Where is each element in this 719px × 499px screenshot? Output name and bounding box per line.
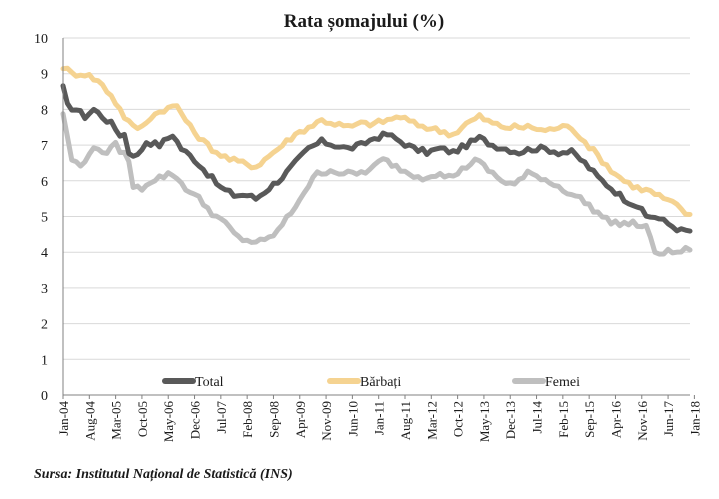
y-tick-label: 0	[41, 389, 48, 404]
y-tick-label: 3	[41, 282, 48, 297]
x-tick-label: Jan-04	[56, 401, 71, 436]
grid-lines	[63, 37, 690, 360]
x-tick-label: May-13	[477, 401, 492, 442]
x-tick-label: Apr-16	[608, 401, 623, 439]
x-tick-label: Feb-08	[240, 401, 255, 438]
x-tick-label: Sep-08	[266, 401, 281, 438]
y-tick-label: 2	[41, 318, 48, 333]
y-tick-label: 7	[41, 139, 48, 154]
x-tick-label: Jun-17	[661, 401, 676, 437]
x-tick-label: Dec-06	[188, 401, 203, 440]
x-tick-label: Nov-09	[319, 401, 334, 441]
x-tick-label: Aug-04	[82, 401, 97, 441]
x-tick-label: Oct-12	[451, 401, 466, 437]
x-tick-label: Jul-07	[214, 401, 229, 434]
series-line-femei	[60, 111, 693, 257]
chart-title: Rata șomajului (%)	[284, 11, 444, 32]
y-tick-label: 10	[34, 32, 48, 47]
axes	[62, 38, 690, 396]
legend-label: Total	[195, 375, 224, 390]
x-tick-label: Mar-12	[424, 401, 439, 440]
x-tick-label: Oct-05	[135, 401, 150, 437]
x-tick-labels: Jan-04 Aug-04 Mar-05 Oct-05 May-06 Dec-06 Jul-…	[56, 395, 702, 442]
x-tick-label: Dec-13	[503, 401, 518, 439]
x-tick-label: Jul-14	[530, 401, 545, 434]
x-tick-label: Aug-11	[398, 401, 413, 440]
x-tick-label: Feb-15	[556, 401, 571, 438]
y-tick-label: 9	[41, 68, 48, 83]
source-note: Sursa: Institutul Național de Statistică…	[34, 467, 293, 482]
x-tick-label: Jan-18	[687, 401, 702, 436]
legend-label: Femei	[545, 375, 580, 390]
y-tick-label: 8	[41, 103, 48, 118]
x-tick-label: Jun-10	[345, 401, 360, 436]
x-tick-label: Sep-15	[582, 401, 597, 438]
x-tick-label: Jan-11	[372, 401, 387, 435]
x-tick-label: Apr-09	[293, 401, 308, 438]
series-line-b-rba-i	[60, 65, 693, 217]
x-tick-label: Nov-16	[635, 401, 650, 441]
y-tick-label: 6	[41, 175, 48, 190]
x-tick-label: Mar-05	[109, 401, 124, 440]
legend-label: Bărbați	[360, 375, 401, 390]
series-lines	[60, 65, 693, 257]
y-tick-label: 4	[41, 246, 48, 261]
x-tick-label: May-06	[161, 401, 176, 443]
legend: Total Bărbați Femei	[162, 375, 580, 390]
series-line-total	[60, 83, 693, 234]
y-tick-label: 5	[41, 211, 48, 226]
y-tick-label: 1	[41, 353, 48, 368]
y-tick-labels: 0 1 2 3 4 5 6 7 8 9 10	[34, 32, 48, 404]
